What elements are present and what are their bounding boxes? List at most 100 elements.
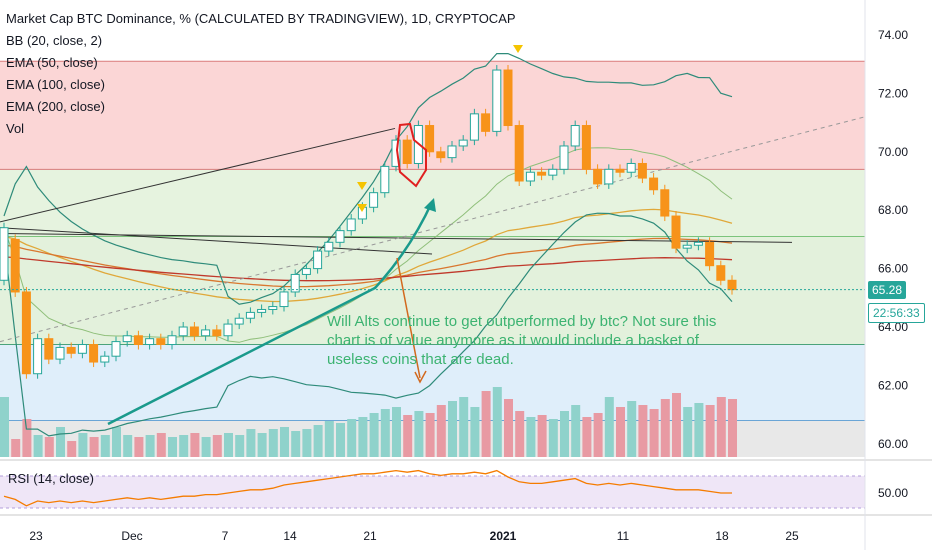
candle-body — [290, 273, 300, 293]
candle-body — [525, 171, 535, 182]
y-tick-label: 64.00 — [878, 320, 908, 334]
signal-marker — [357, 204, 367, 212]
orange-arrow-head — [414, 370, 427, 384]
volume-bar — [425, 413, 435, 457]
volume-bar — [212, 435, 222, 457]
candle-body — [122, 335, 132, 343]
volume-bar — [22, 419, 32, 457]
candle-body — [301, 268, 311, 275]
candle-body — [503, 69, 513, 127]
candle-body — [637, 162, 647, 179]
y-tick-label: 70.00 — [878, 145, 908, 159]
volume-bar — [380, 409, 390, 457]
trend-line-lower — [0, 227, 433, 255]
volume-bar — [56, 427, 65, 457]
volume-bar — [638, 405, 648, 457]
candle-body — [66, 346, 76, 354]
volume-bar — [526, 417, 536, 457]
candle-body — [33, 338, 43, 375]
x-tick-label: 25 — [785, 529, 799, 543]
volume-bar — [548, 419, 558, 457]
candle-body — [693, 241, 703, 246]
volume-bar — [705, 405, 715, 457]
candle-body — [89, 344, 99, 363]
volume-bar — [728, 399, 737, 457]
candle-body — [727, 279, 737, 291]
volume-bar — [224, 433, 233, 457]
chart-title: Market Cap BTC Dominance, % (CALCULATED … — [6, 11, 516, 26]
volume-bar — [168, 437, 177, 457]
volume-bar — [582, 417, 592, 457]
volume-bar — [560, 411, 569, 457]
annotation-note: Will Alts continue to get outperformed b… — [327, 313, 717, 368]
rsi-line — [3, 469, 732, 507]
candle-body — [570, 125, 580, 147]
x-tick-label: 18 — [715, 529, 729, 543]
candle-body — [481, 113, 491, 132]
candle-body — [10, 238, 20, 293]
volume-bar — [481, 391, 491, 457]
candle-body — [335, 230, 345, 243]
volume-bar — [257, 433, 267, 457]
candle-body — [44, 338, 54, 360]
volume-bar — [593, 413, 603, 457]
teal-arrow-path — [107, 201, 434, 426]
candle-body — [604, 168, 614, 185]
highlight-scribble — [395, 122, 427, 188]
bb-lower-line — [3, 212, 733, 437]
trend-line-upper — [0, 127, 396, 223]
y-tick-label: 72.00 — [878, 86, 908, 100]
orange-arrow-path — [396, 257, 421, 379]
volume-bar — [336, 423, 345, 457]
candle-body — [234, 317, 244, 325]
volume-bar — [44, 437, 54, 457]
candle-body — [369, 192, 379, 208]
volume-bar — [414, 411, 424, 457]
volume-bar — [123, 435, 133, 457]
candle-body — [537, 171, 547, 176]
legend-bb: BB (20, close, 2) — [6, 33, 103, 48]
volume-bar — [291, 431, 301, 457]
candle-body — [189, 326, 199, 337]
volume-bar — [145, 435, 155, 457]
candle-body — [581, 125, 591, 170]
x-tick-label: 14 — [283, 529, 297, 543]
candle-body — [559, 145, 569, 170]
legend-vol: Vol — [6, 121, 25, 136]
volume-bar — [649, 409, 659, 457]
volume-bar — [0, 397, 9, 457]
volume-bar — [280, 427, 289, 457]
ema-100-line — [3, 237, 733, 288]
teal-arrow-head — [424, 198, 436, 212]
candle-body — [402, 139, 412, 164]
volume-bar — [403, 415, 413, 457]
candle-body — [156, 338, 166, 346]
volume-bar — [459, 397, 469, 457]
candle-body — [324, 241, 334, 252]
candle-body — [268, 306, 278, 310]
candle-body — [492, 69, 502, 132]
volume-bar — [492, 387, 502, 457]
volume-bar — [190, 433, 200, 457]
candle-body — [458, 139, 468, 147]
legend-ema100: EMA (100, close) — [6, 77, 105, 92]
y-tick-label: 74.00 — [878, 28, 908, 42]
candle-body — [212, 329, 222, 337]
volume-bar — [358, 417, 368, 457]
volume-bar — [78, 433, 88, 457]
volume-bar — [347, 419, 357, 457]
y-tick-label: 68.00 — [878, 203, 908, 217]
y-tick-label: 62.00 — [878, 378, 908, 392]
candle-body — [649, 177, 659, 191]
candle-body — [514, 125, 524, 182]
peak-marker — [513, 45, 523, 53]
last-price-tag: 65.28 — [868, 281, 907, 299]
volume-bar — [369, 413, 379, 457]
candle-body — [593, 168, 603, 185]
volume-bar — [392, 407, 401, 457]
candle-body — [21, 291, 31, 375]
volume-bar — [672, 393, 681, 457]
candle-body — [626, 162, 636, 173]
volume-bar — [179, 435, 189, 457]
